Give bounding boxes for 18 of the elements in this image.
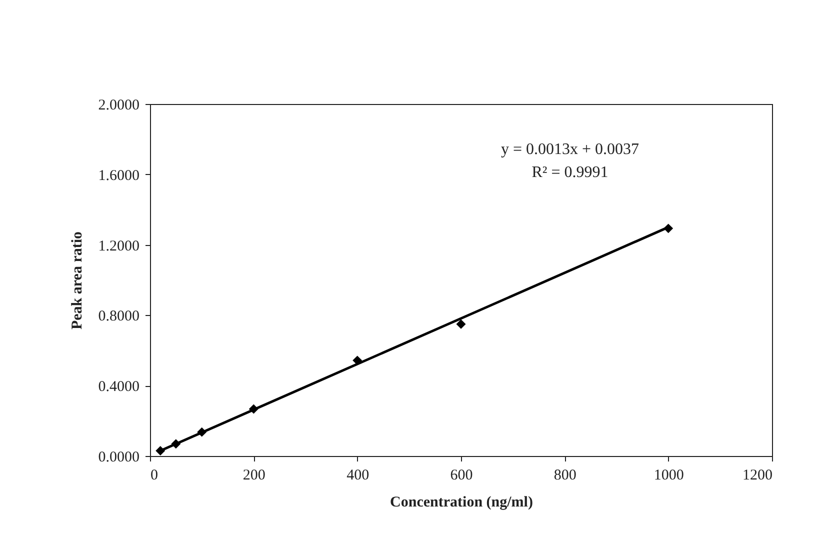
y-tick-label: 0.4000 (98, 379, 140, 396)
y-tick-label: 0.0000 (98, 450, 140, 466)
x-tick-label: 1000 (654, 468, 684, 484)
x-tick-label: 1200 (742, 468, 772, 484)
y-tick-label: 0.8000 (98, 308, 140, 325)
x-tick-label: 200 (242, 468, 266, 484)
point (456, 319, 466, 329)
x-tick-label: 600 (450, 468, 473, 484)
y-tick-label: 2.0000 (98, 98, 140, 114)
x-tick-label: 800 (554, 468, 576, 484)
annotation: y = 0.0013x + 0.0037 (500, 141, 640, 158)
y-axis-title: Peak area ratio (69, 231, 86, 330)
annotation: R² = 0.9991 (532, 164, 608, 181)
x-axis-title: Concentration (ng/ml) (390, 494, 533, 510)
x-tick-label: 400 (346, 468, 370, 484)
y-tick-label: 1.6000 (98, 168, 140, 184)
x-tick-label: 0 (150, 468, 158, 484)
y-tick-label: 1.2000 (98, 238, 140, 254)
